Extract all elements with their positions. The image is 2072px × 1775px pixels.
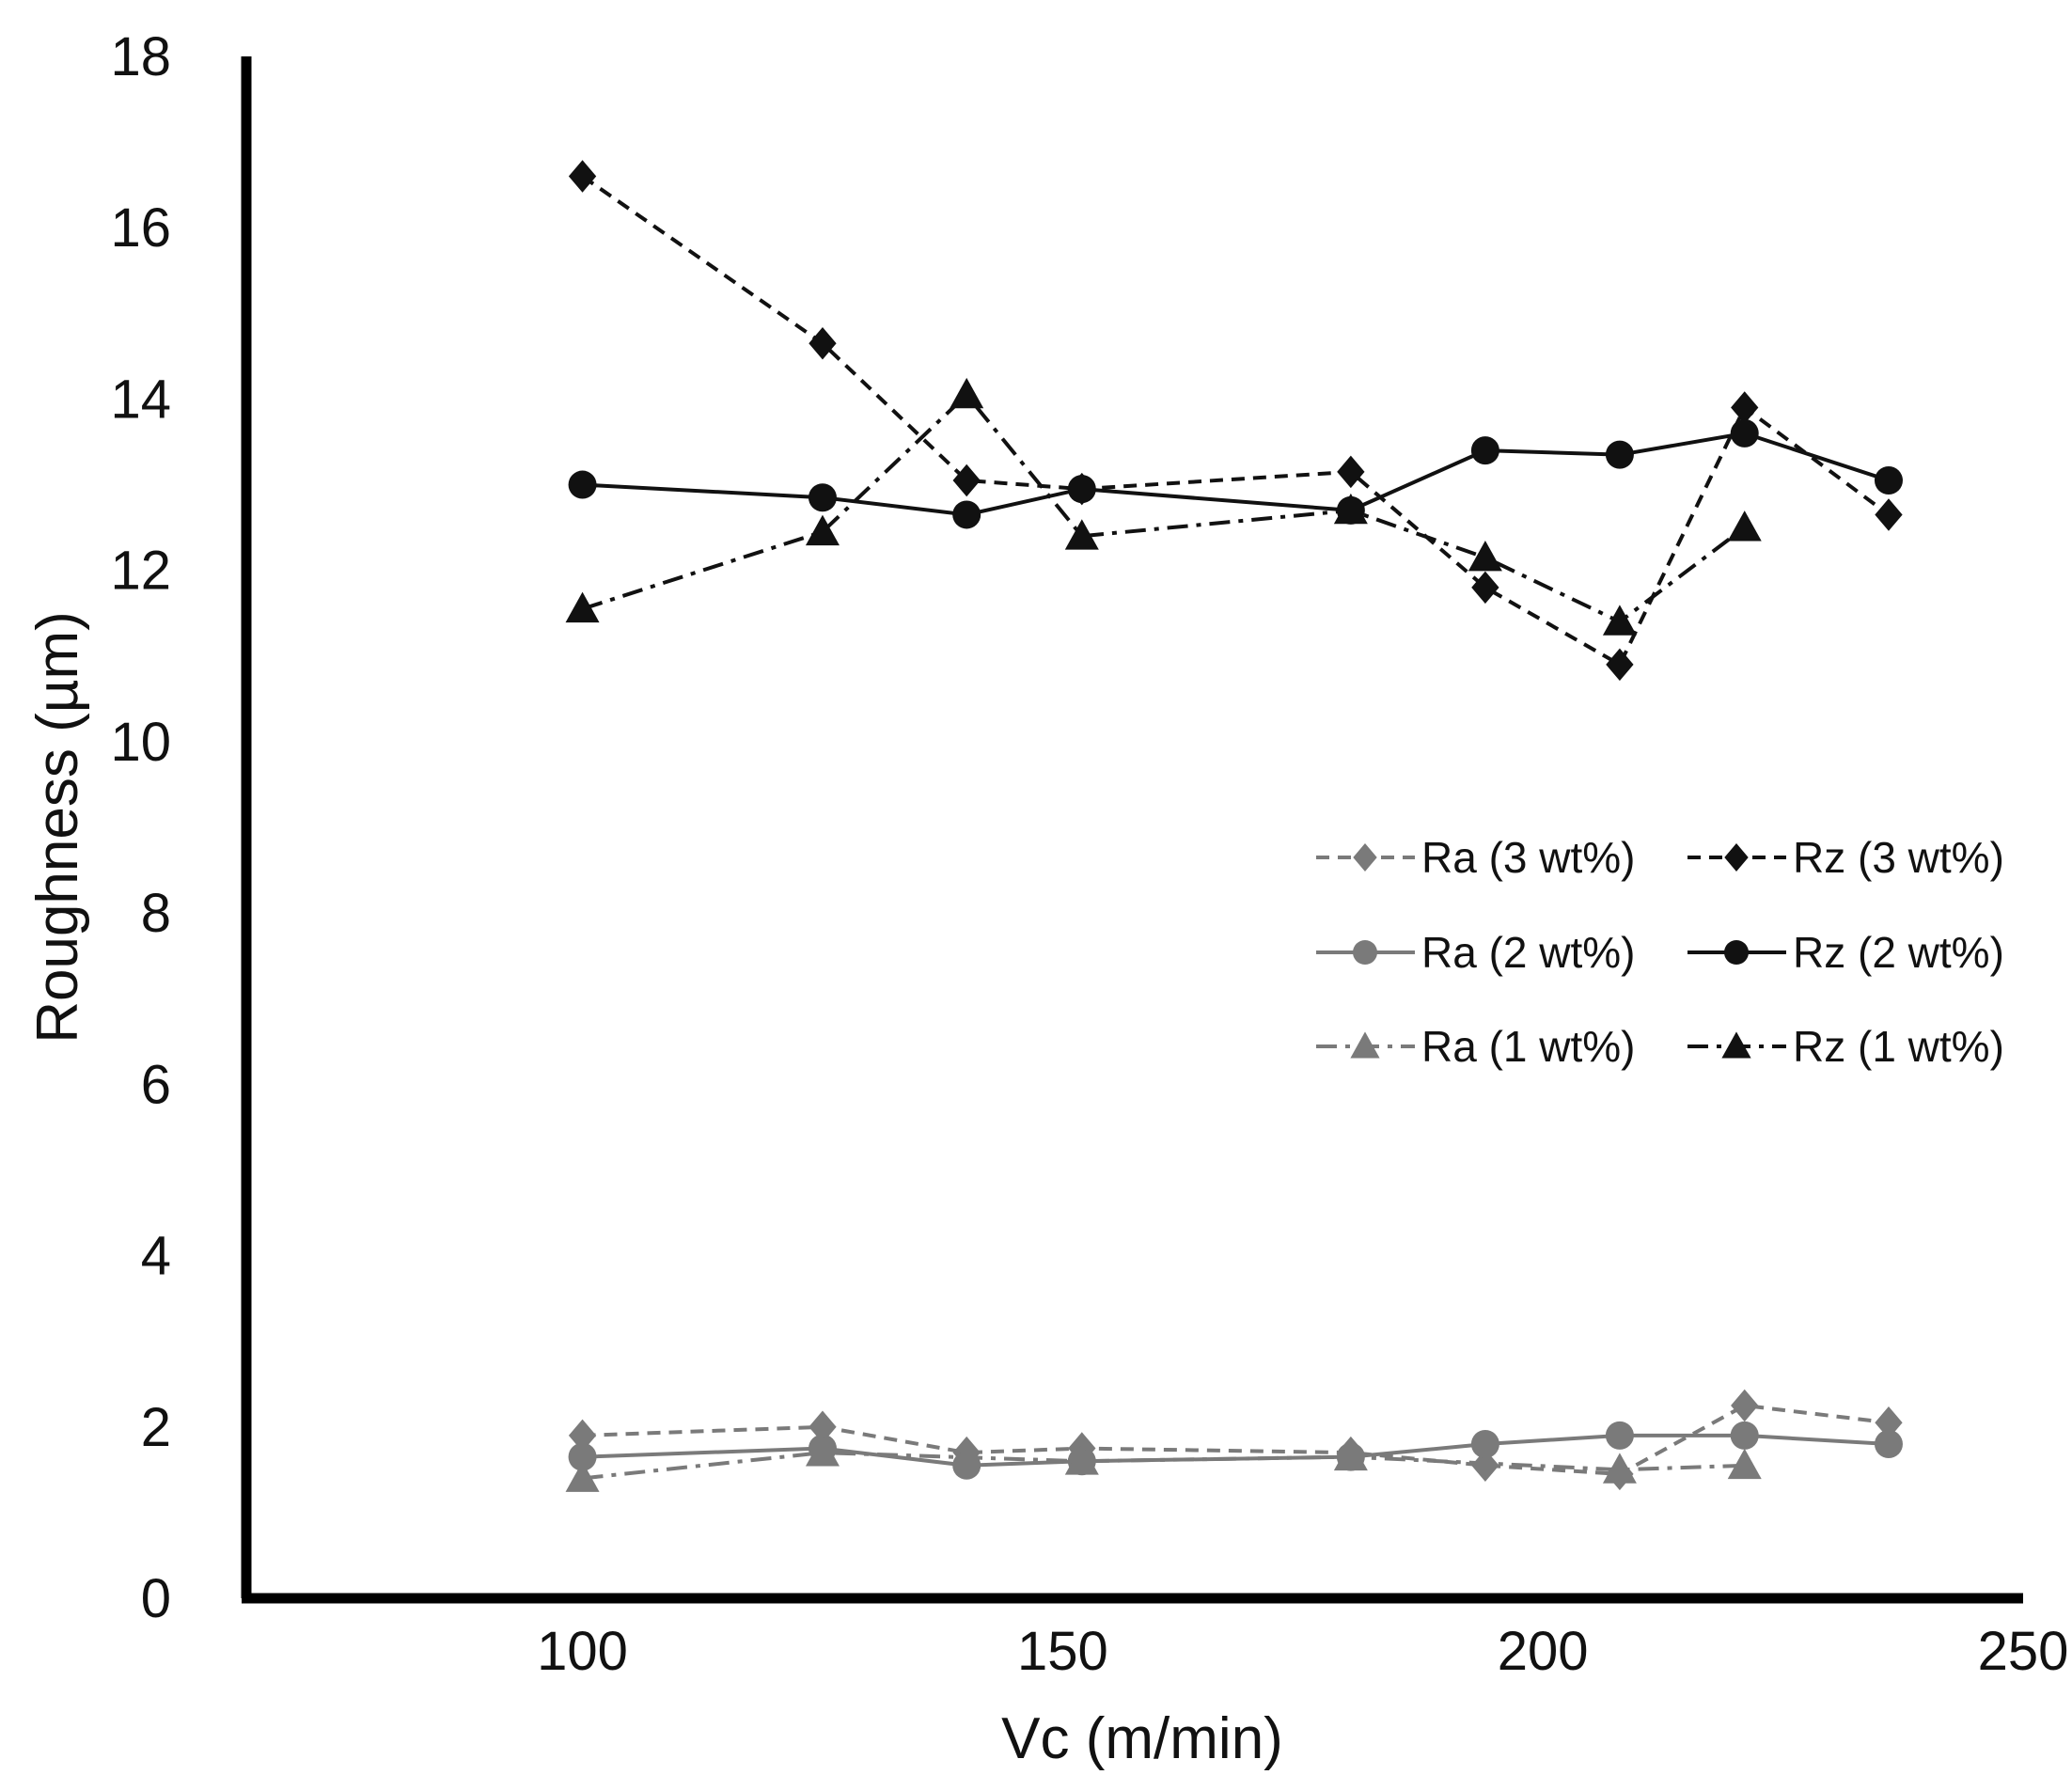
data-point-ra-3-wt [1731,1389,1759,1422]
legend-label: Rz (1 wt%) [1793,1022,2004,1071]
y-axis-title: Roughness (µm) [25,611,90,1044]
axes [241,56,2023,1604]
legend: Ra (3 wt%) Ra (2 wt%) Ra (1 wt%) Rz (3 wt%)… [1316,833,2004,1071]
data-point-rz-2-wt [1067,475,1096,504]
legend-marker-diamond [1353,843,1377,872]
y-tick-label: 10 [110,712,171,773]
data-point-ra-1-wt [565,1461,600,1492]
legend-label: Rz (2 wt%) [1793,928,2004,977]
y-tick-label: 4 [141,1226,171,1287]
legend-label: Ra (3 wt%) [1421,833,1635,882]
data-point-ra-3-wt [1875,1406,1903,1439]
series-line-rz-1-wt [581,391,1746,624]
data-point-ra-3-wt [808,1410,837,1444]
data-point-ra-2-wt [568,1442,597,1471]
series-rz-1-wt [565,377,1762,636]
legend-marker-diamond [1724,843,1749,872]
legend-item-ra-2-wt: Ra (2 wt%) [1316,928,1635,977]
legend-label: Ra (2 wt%) [1421,928,1635,977]
data-point-ra-3-wt [1471,1449,1499,1483]
data-point-rz-3-wt [1337,455,1365,489]
legend-item-rz-3-wt: Rz (3 wt%) [1687,833,2004,882]
data-point-rz-3-wt [952,463,981,497]
y-tick-label: 6 [141,1054,171,1115]
data-point-rz-2-wt [568,470,597,499]
y-tick-label: 16 [110,197,171,259]
data-point-ra-1-wt [1333,1439,1368,1471]
legend-marker-triangle [1721,1031,1751,1059]
legend-item-rz-2-wt: Rz (2 wt%) [1687,928,2004,977]
x-axis-title: Vc (m/min) [1001,1706,1283,1771]
data-point-ra-1-wt [1727,1448,1762,1480]
data-point-rz-2-wt [952,500,981,529]
data-point-rz-3-wt [1606,648,1634,682]
series-line-rz-2-wt [582,431,1890,517]
x-tick-label: 150 [1017,1621,1108,1682]
data-point-ra-1-wt [1064,1444,1099,1475]
data-point-rz-2-wt [1605,440,1634,469]
data-point-rz-1-wt [1727,511,1762,542]
series-layer [565,160,1903,1492]
data-point-rz-2-wt [1874,466,1903,495]
data-point-rz-1-wt [565,591,600,623]
data-point-ra-2-wt [1730,1421,1759,1450]
legend-label: Rz (3 wt%) [1793,833,2004,882]
y-tick-label: 18 [110,26,171,87]
legend-item-ra-3-wt: Ra (3 wt%) [1316,833,1635,882]
legend-item-ra-1-wt: Ra (1 wt%) [1316,1022,1635,1071]
series-rz-3-wt [568,160,1903,682]
tick-labels: 0 2 4 6 8 10 12 14 16 18 100 150 200 250 [110,26,2068,1682]
legend-marker-triangle [1350,1031,1380,1059]
series-line-ra-1-wt [582,1451,1745,1481]
data-point-rz-2-wt [1470,436,1499,465]
y-tick-label: 14 [110,369,171,430]
data-point-rz-3-wt [808,326,837,360]
data-point-ra-1-wt [805,1436,840,1467]
legend-marker-circle [1353,940,1377,965]
y-tick-label: 0 [141,1568,171,1629]
data-point-rz-1-wt [1602,605,1637,636]
data-point-ra-1-wt [1602,1453,1637,1484]
data-point-ra-2-wt [1470,1430,1499,1458]
series-line-ra-3-wt [582,1403,1890,1476]
data-point-rz-3-wt [1875,498,1903,531]
data-point-ra-2-wt [1605,1421,1634,1450]
data-point-rz-1-wt [1468,541,1502,572]
data-point-rz-1-wt [950,377,984,409]
data-point-rz-3-wt [568,160,597,193]
x-tick-label: 200 [1498,1621,1589,1682]
data-point-rz-2-wt [1730,418,1759,448]
data-point-rz-1-wt [1064,519,1099,550]
legend-item-rz-1-wt: Rz (1 wt%) [1687,1022,2004,1071]
x-tick-label: 100 [537,1621,628,1682]
data-point-rz-2-wt [808,483,837,512]
legend-marker-circle [1724,940,1749,965]
y-tick-label: 2 [141,1397,171,1458]
x-tick-label: 250 [1978,1621,2069,1682]
series-ra-1-wt [565,1436,1762,1492]
data-point-rz-3-wt [1471,571,1499,605]
y-tick-label: 8 [141,883,171,944]
series-ra-3-wt [568,1389,1903,1491]
data-point-ra-3-wt [568,1419,597,1453]
legend-label: Ra (1 wt%) [1421,1022,1635,1071]
series-rz-2-wt [568,418,1903,529]
data-point-ra-2-wt [1874,1430,1903,1458]
data-point-rz-1-wt [805,514,840,546]
series-line-rz-3-wt [581,174,1891,668]
data-point-rz-3-wt [1731,391,1759,424]
data-point-rz-1-wt [1333,493,1368,525]
y-tick-label: 12 [110,541,171,602]
